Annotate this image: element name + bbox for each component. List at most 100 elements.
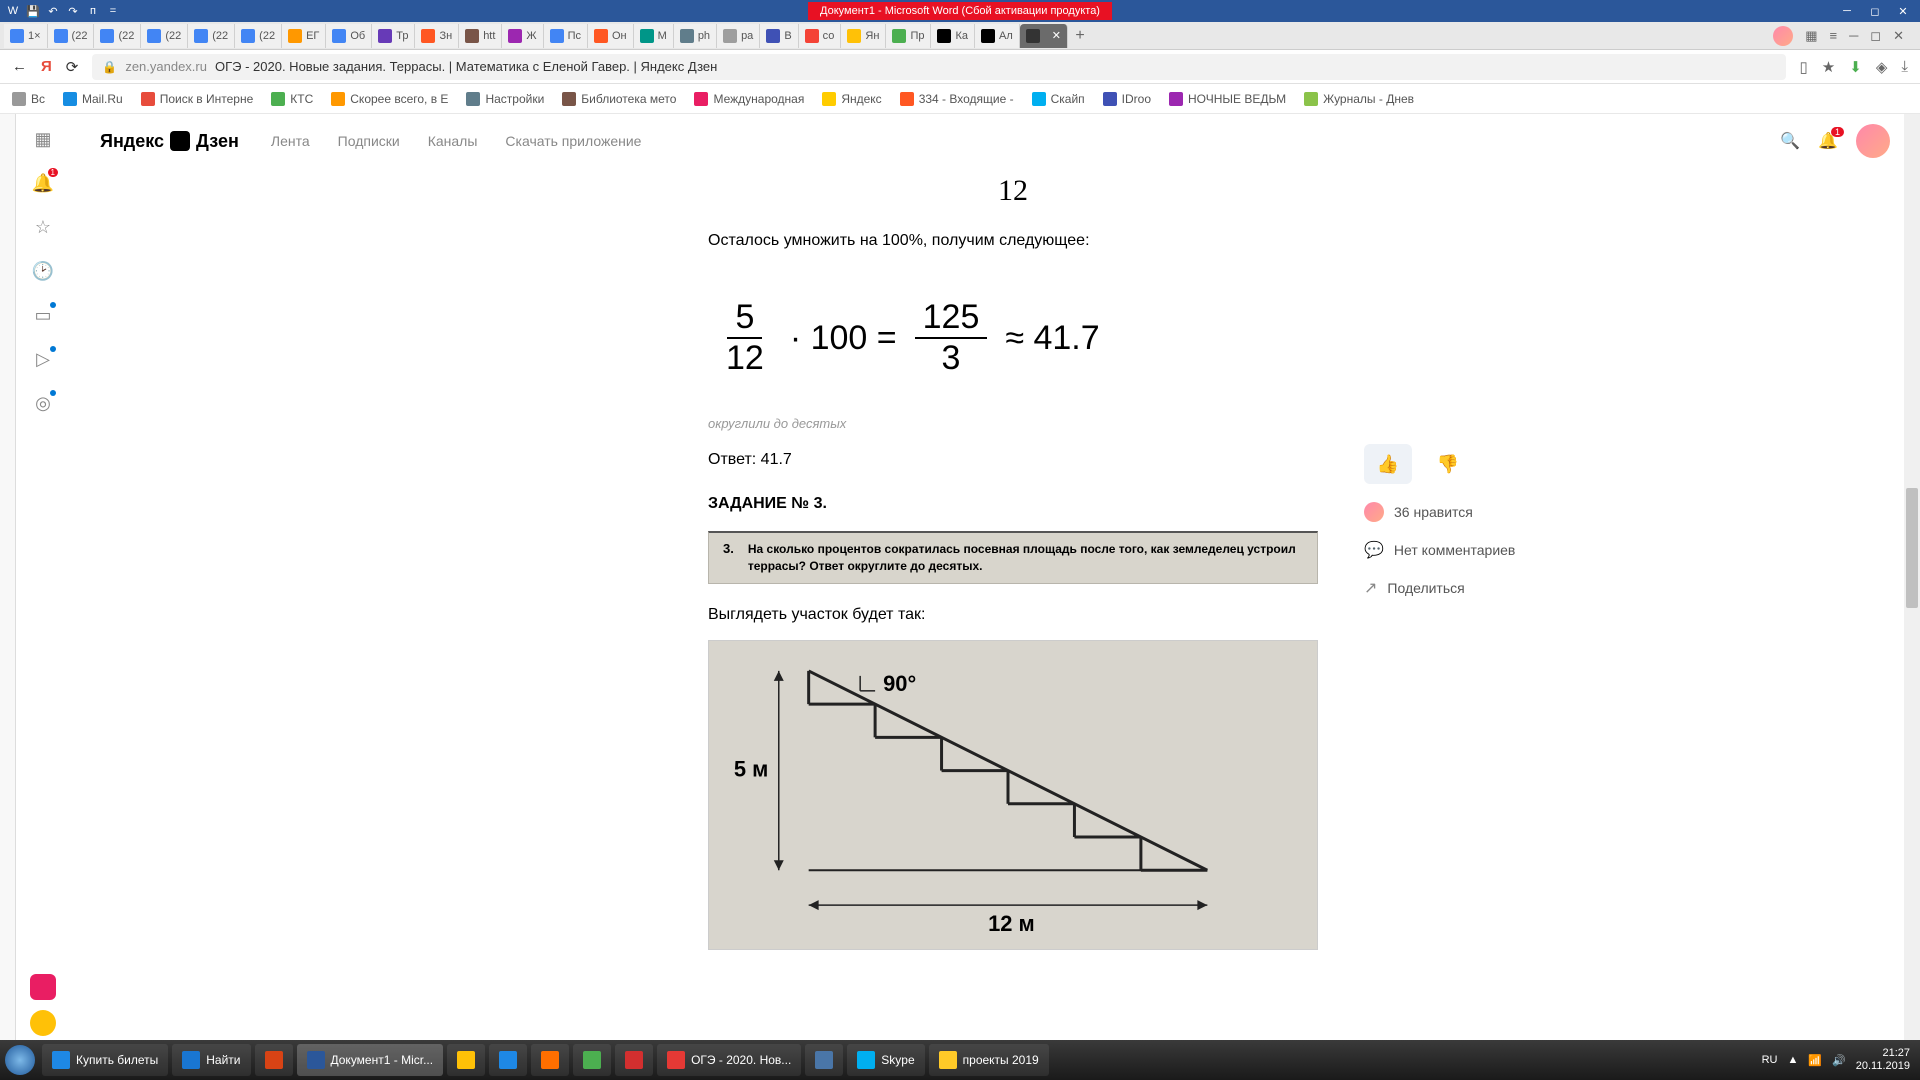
- browser-tab[interactable]: Тр: [372, 24, 415, 48]
- zen-nav-item[interactable]: Каналы: [428, 133, 478, 149]
- redo-icon[interactable]: ↷: [64, 2, 82, 20]
- browser-tab[interactable]: со: [799, 24, 842, 48]
- bookmark-item[interactable]: Поиск в Интерне: [141, 92, 254, 106]
- bookmark-item[interactable]: КТС: [271, 92, 313, 106]
- browser-tab[interactable]: Он: [588, 24, 634, 48]
- browser-tab[interactable]: (22: [141, 24, 188, 48]
- notifications-icon[interactable]: 🔔1: [32, 172, 54, 194]
- browser-tab[interactable]: ра: [717, 24, 760, 48]
- bookmark-item[interactable]: НОЧНЫЕ ВЕДЬМ: [1169, 92, 1286, 106]
- browser-tab[interactable]: Ал: [975, 24, 1020, 48]
- zen-nav-item[interactable]: Лента: [271, 133, 310, 149]
- bookmark-icon[interactable]: ★: [1822, 58, 1835, 76]
- collections-icon[interactable]: ▭: [32, 304, 54, 326]
- browser-tab[interactable]: В: [760, 24, 798, 48]
- video-icon[interactable]: ▷: [32, 348, 54, 370]
- taskbar-item[interactable]: проекты 2019: [929, 1044, 1049, 1076]
- dislike-button[interactable]: 👎: [1424, 444, 1472, 484]
- minimize-button[interactable]: ─: [1834, 2, 1860, 20]
- taskbar-item[interactable]: [489, 1044, 527, 1076]
- bookmark-item[interactable]: Вс: [12, 92, 45, 106]
- bookmark-item[interactable]: IDroo: [1103, 92, 1151, 106]
- browser-tab[interactable]: 1×: [4, 24, 48, 48]
- window-close-button[interactable]: ✕: [1893, 28, 1904, 44]
- taskbar-item[interactable]: Найти: [172, 1044, 250, 1076]
- bookmark-item[interactable]: 334 - Входящие -: [900, 92, 1014, 106]
- scrollbar-thumb[interactable]: [1906, 488, 1918, 608]
- extension-icon[interactable]: ◈: [1876, 58, 1888, 76]
- zen-bell-icon[interactable]: 🔔1: [1818, 131, 1838, 151]
- search-icon[interactable]: 🔍: [1780, 131, 1800, 151]
- zen-logo[interactable]: Яндекс Дзен: [100, 131, 239, 152]
- bookmark-item[interactable]: Международная: [694, 92, 804, 106]
- url-field[interactable]: 🔒 zen.yandex.ru ОГЭ - 2020. Новые задани…: [92, 54, 1785, 80]
- browser-tab[interactable]: Ж: [502, 24, 543, 48]
- share-link[interactable]: ↗Поделиться: [1364, 578, 1564, 598]
- zen-nav-item[interactable]: Подписки: [338, 133, 400, 149]
- browser-tab[interactable]: htt: [459, 24, 502, 48]
- taskbar-item[interactable]: [805, 1044, 843, 1076]
- app2-icon[interactable]: [30, 1010, 56, 1036]
- new-tab-button[interactable]: +: [1068, 27, 1092, 45]
- reload-button[interactable]: ⟳: [66, 58, 79, 76]
- browser-tab[interactable]: Ка: [931, 24, 975, 48]
- taskbar-item[interactable]: [573, 1044, 611, 1076]
- bookmark-item[interactable]: Mail.Ru: [63, 92, 123, 106]
- comments-link[interactable]: 💬Нет комментариев: [1364, 540, 1564, 560]
- browser-tab[interactable]: М: [634, 24, 674, 48]
- browser-tab[interactable]: ✕: [1020, 24, 1068, 48]
- downloads-icon[interactable]: ⤓: [1901, 58, 1908, 75]
- browser-tab[interactable]: (22: [188, 24, 235, 48]
- favorites-icon[interactable]: ☆: [32, 216, 54, 238]
- pi-icon[interactable]: ᴨ: [84, 2, 102, 20]
- window-minimize-button[interactable]: ─: [1849, 28, 1858, 43]
- tray-volume-icon[interactable]: 🔊: [1832, 1054, 1846, 1067]
- tray-clock[interactable]: 21:27 20.11.2019: [1856, 1047, 1910, 1073]
- maximize-button[interactable]: ◻: [1862, 2, 1888, 20]
- likes-count[interactable]: 36 нравится: [1364, 502, 1564, 522]
- back-button[interactable]: ←: [12, 58, 27, 75]
- browser-tab[interactable]: ph: [674, 24, 717, 48]
- undo-icon[interactable]: ↶: [44, 2, 62, 20]
- bookmark-item[interactable]: Настройки: [466, 92, 544, 106]
- browser-tab[interactable]: Пс: [544, 24, 588, 48]
- taskbar-item[interactable]: Купить билеты: [42, 1044, 168, 1076]
- browser-tab[interactable]: Зн: [415, 24, 459, 48]
- bookmark-item[interactable]: Библиотека мето: [562, 92, 676, 106]
- taskbar-item[interactable]: [615, 1044, 653, 1076]
- browser-tab[interactable]: Об: [326, 24, 372, 48]
- like-button[interactable]: 👍: [1364, 444, 1412, 484]
- browser-tab[interactable]: Пр: [886, 24, 931, 48]
- browser-tab[interactable]: Ян: [841, 24, 886, 48]
- profile-icon[interactable]: [1773, 26, 1793, 46]
- yandex-home-button[interactable]: Я: [41, 58, 52, 75]
- taskbar-item[interactable]: Документ1 - Micr...: [297, 1044, 444, 1076]
- close-button[interactable]: ✕: [1890, 2, 1916, 20]
- vertical-scrollbar[interactable]: [1904, 114, 1920, 1050]
- taskbar-item[interactable]: [531, 1044, 569, 1076]
- save-icon[interactable]: 💾: [24, 2, 42, 20]
- menu-icon[interactable]: ≡: [1829, 28, 1837, 43]
- bookmark-item[interactable]: Скайп: [1032, 92, 1085, 106]
- browser-tab[interactable]: ЕГ: [282, 24, 326, 48]
- start-button[interactable]: [0, 1040, 40, 1080]
- browser-tab[interactable]: (22: [94, 24, 141, 48]
- taskbar-item[interactable]: Skype: [847, 1044, 924, 1076]
- avatar[interactable]: [1856, 124, 1890, 158]
- grid-icon[interactable]: ▦: [32, 128, 54, 150]
- history-icon[interactable]: 🕑: [32, 260, 54, 282]
- zen-nav-item[interactable]: Скачать приложение: [505, 133, 641, 149]
- tray-network-icon[interactable]: 📶: [1808, 1054, 1822, 1067]
- tray-flag-icon[interactable]: ▲: [1787, 1054, 1798, 1066]
- app1-icon[interactable]: [30, 974, 56, 1000]
- window-maximize-button[interactable]: ◻: [1870, 28, 1881, 44]
- bookmark-item[interactable]: Яндекс: [822, 92, 881, 106]
- equals-icon[interactable]: =: [104, 2, 122, 20]
- bookmark-item[interactable]: Скорее всего, в Е: [331, 92, 448, 106]
- taskbar-item[interactable]: ОГЭ - 2020. Нов...: [657, 1044, 801, 1076]
- browser-tab[interactable]: (22: [48, 24, 95, 48]
- tray-lang[interactable]: RU: [1762, 1054, 1778, 1066]
- word-icon[interactable]: W: [4, 2, 22, 20]
- browser-tab[interactable]: (22: [235, 24, 282, 48]
- reader-icon[interactable]: ▯: [1800, 58, 1808, 76]
